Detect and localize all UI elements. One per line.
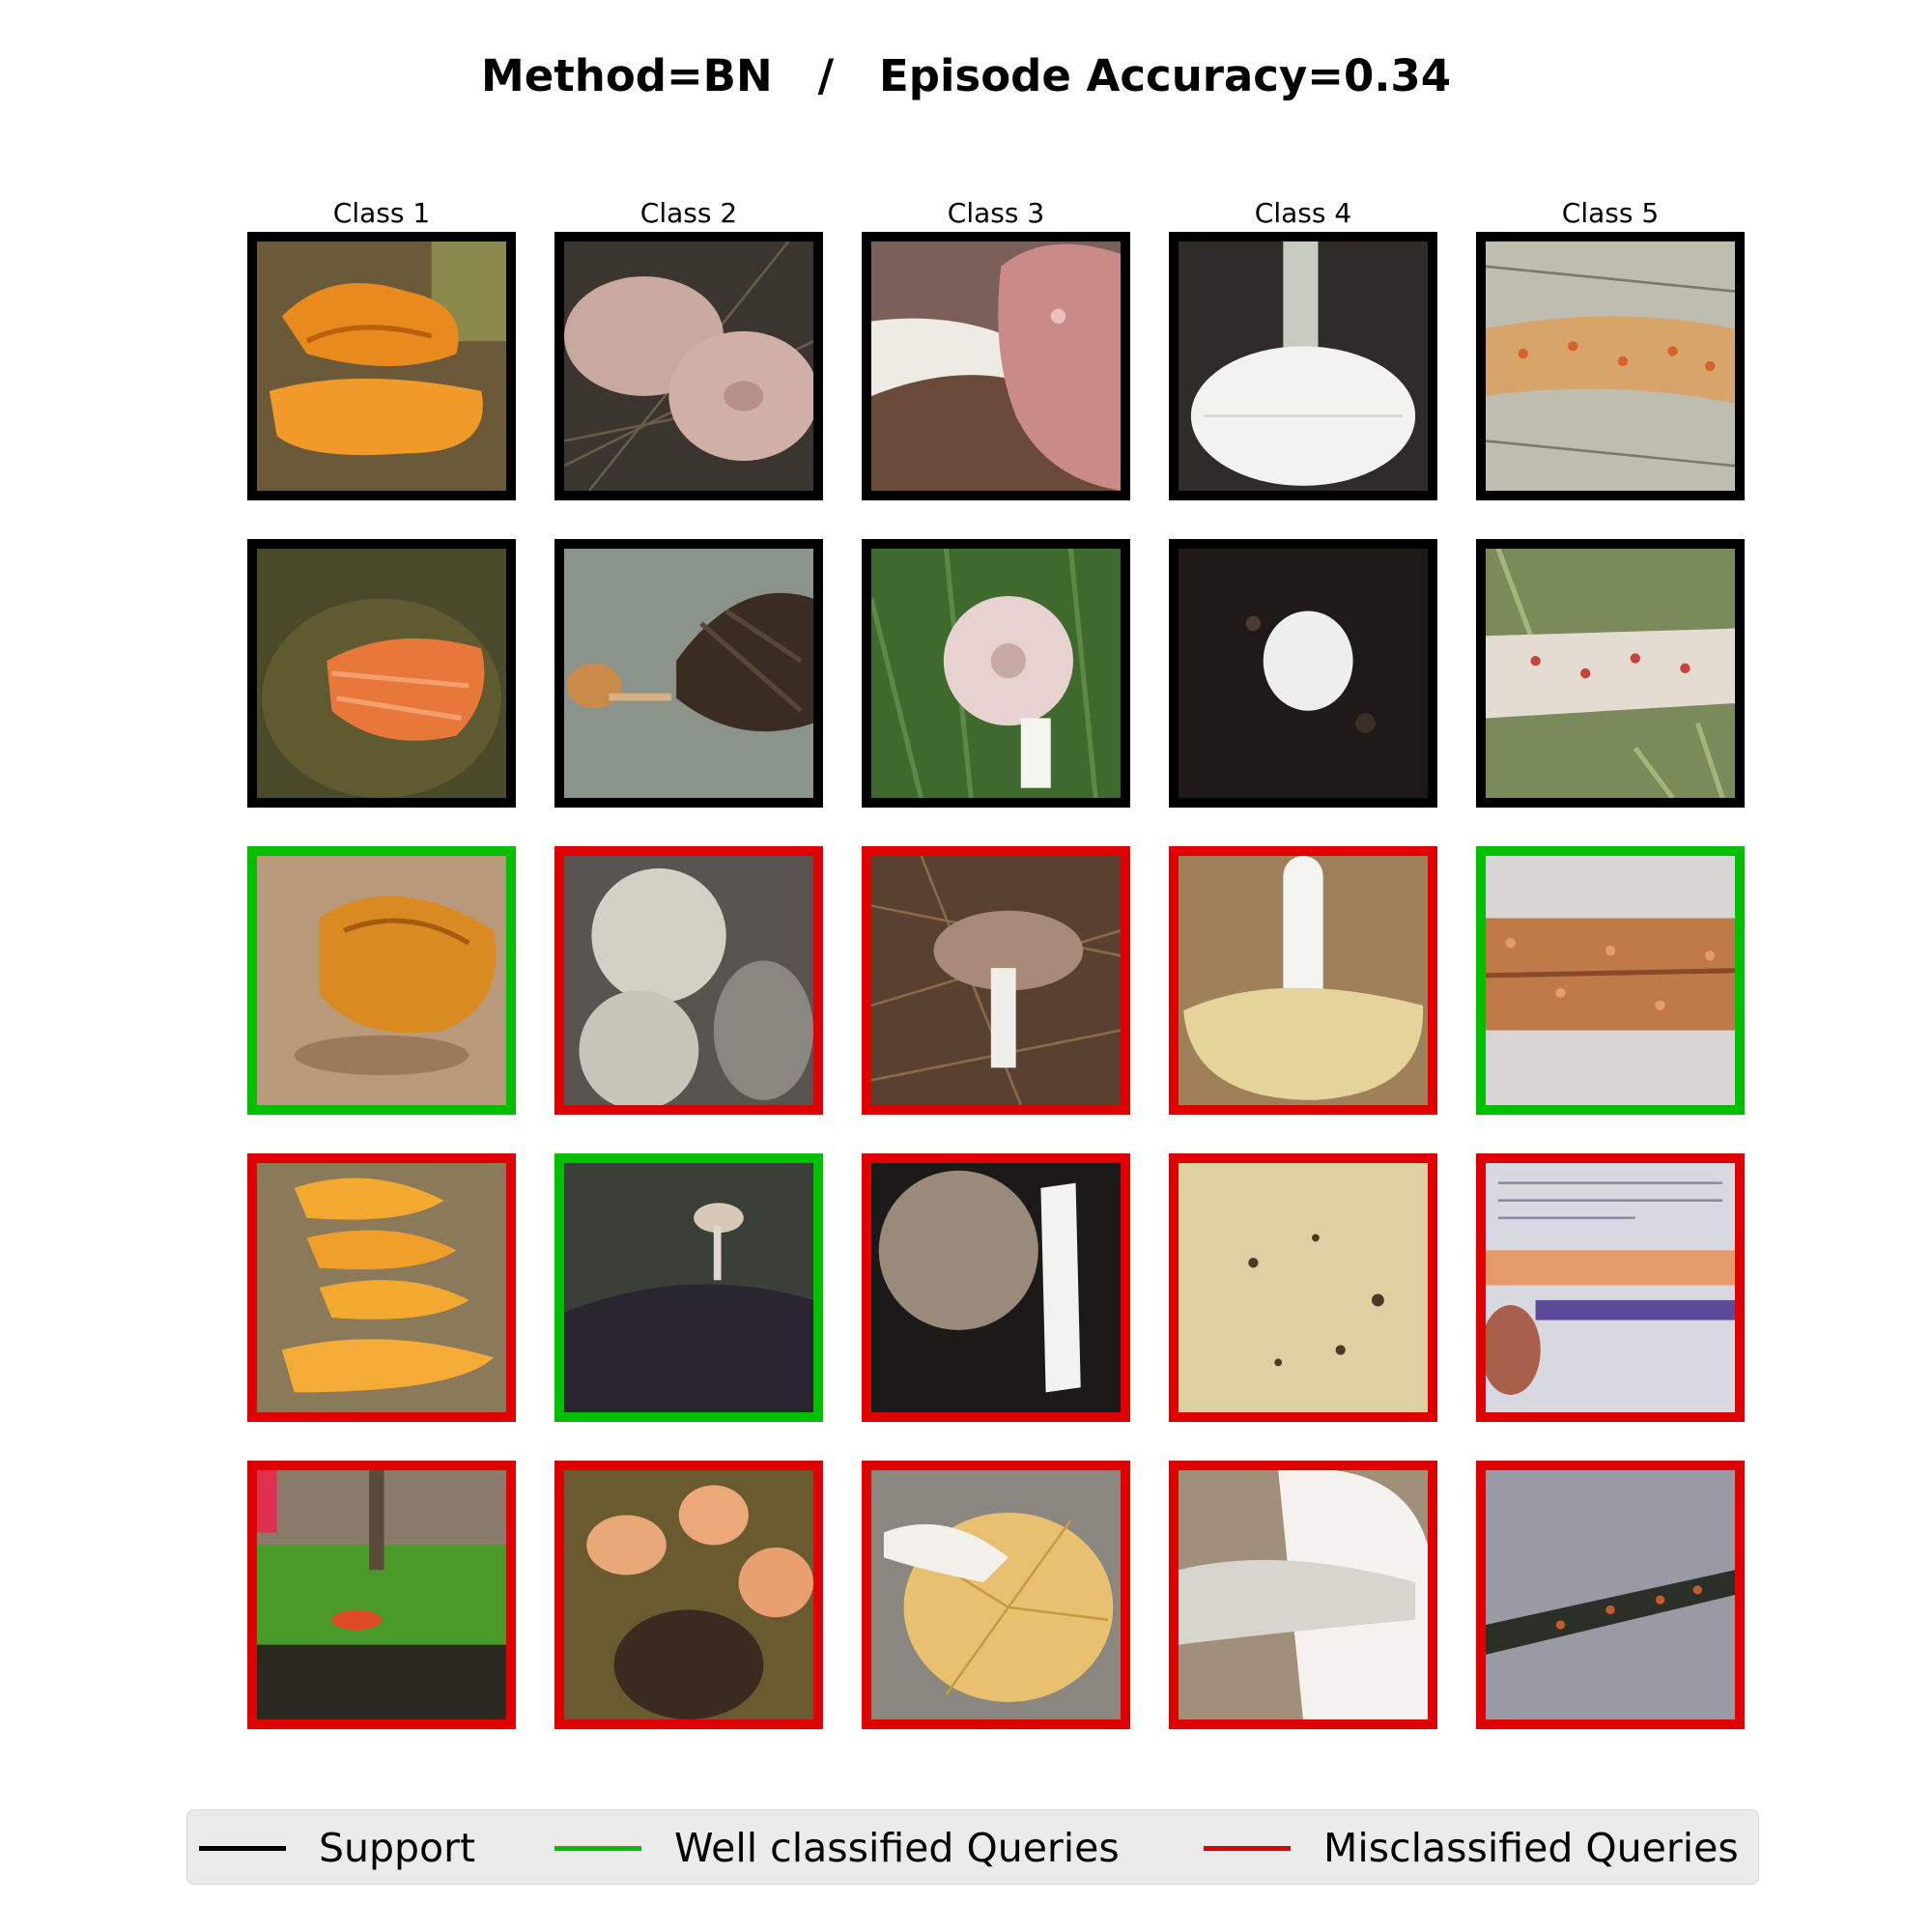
image-cell-mis	[1476, 1153, 1745, 1422]
fungus-thumbnail	[257, 1163, 506, 1412]
fungus-thumbnail	[257, 1470, 506, 1719]
mushroom-thumbnail	[564, 1163, 813, 1412]
twig-thumbnail	[1486, 242, 1735, 491]
legend-label-well: Well classified Queries	[674, 1825, 1120, 1871]
mushroom-thumbnail	[564, 856, 813, 1105]
image-cell-mis	[554, 1461, 823, 1729]
mushroom-thumbnail	[1179, 1163, 1428, 1412]
image-cell-support	[862, 232, 1130, 500]
legend-swatch-misclassified	[1204, 1845, 1291, 1851]
column-header-class-2: Class 2	[639, 197, 738, 229]
image-cell-support	[862, 539, 1130, 808]
image-cell-support	[554, 232, 823, 500]
column-header-class-3: Class 3	[947, 197, 1045, 229]
image-cell-mis	[1169, 1153, 1437, 1422]
fungus-thumbnail	[257, 242, 506, 491]
legend: Support Well classified Queries Misclass…	[186, 1809, 1759, 1885]
image-cell-mis	[247, 1461, 516, 1729]
mushroom-thumbnail	[1179, 856, 1428, 1105]
image-cell-support	[1169, 232, 1437, 500]
legend-swatch-well	[554, 1845, 641, 1851]
image-cell-mis	[1169, 1461, 1437, 1729]
mushroom-thumbnail	[871, 1163, 1121, 1412]
mushroom-thumbnail	[871, 1470, 1121, 1719]
legend-swatch-support	[199, 1845, 286, 1851]
image-cell-support	[554, 539, 823, 808]
legend-label-misclassified: Misclassified Queries	[1323, 1825, 1739, 1871]
image-cell-support	[1476, 539, 1745, 808]
image-cell-support	[1476, 232, 1745, 500]
image-cell-support	[247, 539, 516, 808]
image-cell-support	[1169, 539, 1437, 808]
legend-label-support: Support	[319, 1825, 476, 1871]
fungus-thumbnail	[257, 549, 506, 798]
image-cell-mis	[1169, 846, 1437, 1115]
mushroom-thumbnail	[871, 549, 1121, 798]
figure-title: Method=BN / Episode Accuracy=0.34	[480, 50, 1452, 101]
twig-thumbnail	[1486, 1163, 1735, 1412]
column-header-class-5: Class 5	[1561, 197, 1660, 229]
image-cell-mis	[554, 846, 823, 1115]
image-cell-support	[247, 232, 516, 500]
image-cell-mis	[862, 846, 1130, 1115]
mushroom-thumbnail	[871, 242, 1121, 491]
column-header-class-4: Class 4	[1254, 197, 1352, 229]
mushroom-thumbnail	[1179, 1470, 1428, 1719]
image-cell-mis	[862, 1461, 1130, 1729]
image-cell-mis	[862, 1153, 1130, 1422]
image-cell-mis	[1476, 1461, 1745, 1729]
fungus-thumbnail	[257, 856, 506, 1105]
column-header-class-1: Class 1	[332, 197, 431, 229]
image-cell-mis	[247, 1153, 516, 1422]
image-cell-well	[554, 1153, 823, 1422]
mushroom-thumbnail	[564, 242, 813, 491]
image-cell-well	[247, 846, 516, 1115]
mushroom-thumbnail	[1179, 242, 1428, 491]
legend-item-well: Well classified Queries	[554, 1810, 1120, 1886]
mushroom-thumbnail	[564, 1470, 813, 1719]
mushroom-thumbnail	[1179, 549, 1428, 798]
legend-item-misclassified: Misclassified Queries	[1204, 1810, 1739, 1886]
image-cell-well	[1476, 846, 1745, 1115]
twig-thumbnail	[1486, 549, 1735, 798]
twig-thumbnail	[1486, 856, 1735, 1105]
twig-thumbnail	[1486, 1470, 1735, 1719]
mushroom-thumbnail	[564, 549, 813, 798]
mushroom-thumbnail	[871, 856, 1121, 1105]
legend-item-support: Support	[199, 1810, 475, 1886]
